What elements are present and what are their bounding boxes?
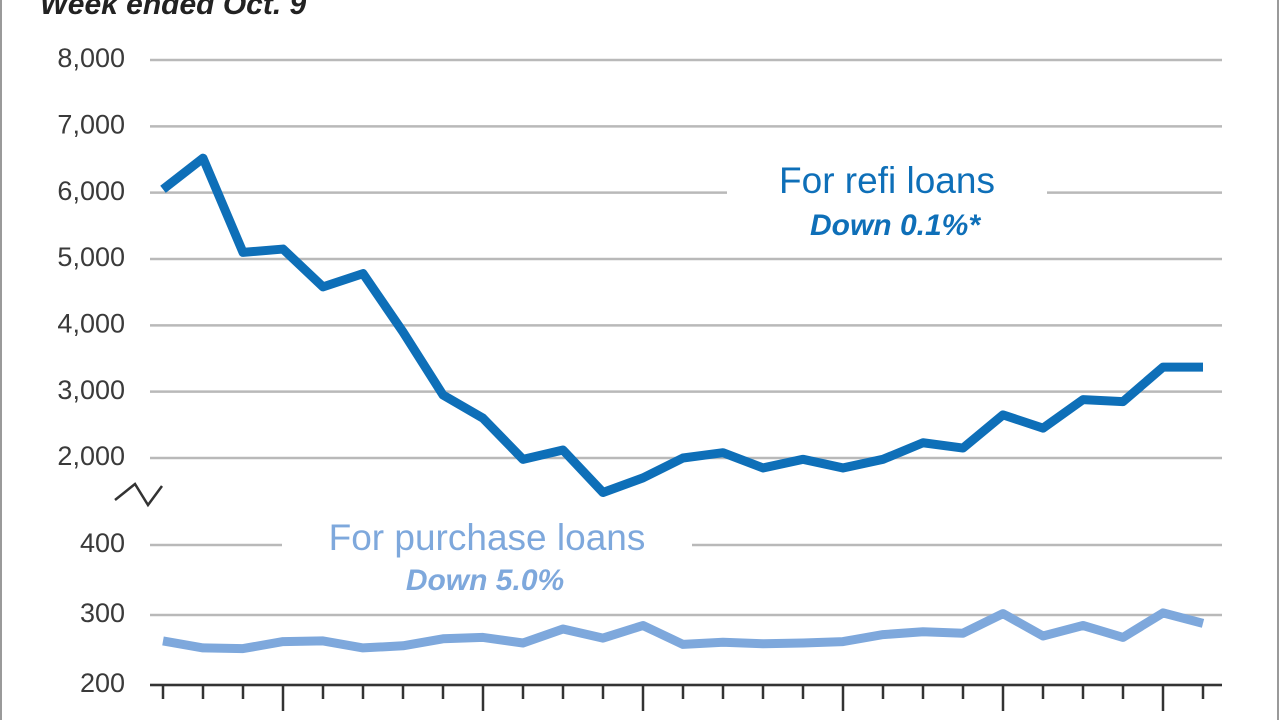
series-label: For refi loans [779, 160, 995, 201]
y-tick-label: 5,000 [57, 242, 125, 272]
y-tick-label: 7,000 [57, 109, 125, 139]
label-bg [727, 161, 1047, 205]
grid: 2,000 3,000 4,000 5,000 6,000 7,000 8,000 200 30… [57, 43, 1222, 711]
label-bg [282, 518, 692, 562]
axis-break [114, 482, 164, 508]
y-tick-label: 300 [80, 598, 125, 628]
data-line [160, 153, 1203, 497]
data-line [162, 608, 1205, 654]
annotation: Down 0.1%* [810, 209, 981, 242]
y-tick-label: 200 [80, 668, 125, 698]
y-tick-label: 400 [80, 528, 125, 558]
lines [160, 153, 1205, 654]
annotation: Down 5.0% [406, 564, 564, 597]
labels: For refi loans Down 0.1%* For purchase loa… [282, 160, 1047, 597]
y-tick-label: 4,000 [57, 308, 125, 338]
y-tick-label: 6,000 [57, 176, 125, 206]
y-tick-label: 8,000 [57, 43, 125, 73]
chart-title: Week ended Oct. 9 [40, 0, 307, 21]
series-label: For purchase loans [329, 517, 646, 558]
y-tick-label: 2,000 [57, 441, 125, 471]
y-tick-label: 3,000 [57, 375, 125, 405]
